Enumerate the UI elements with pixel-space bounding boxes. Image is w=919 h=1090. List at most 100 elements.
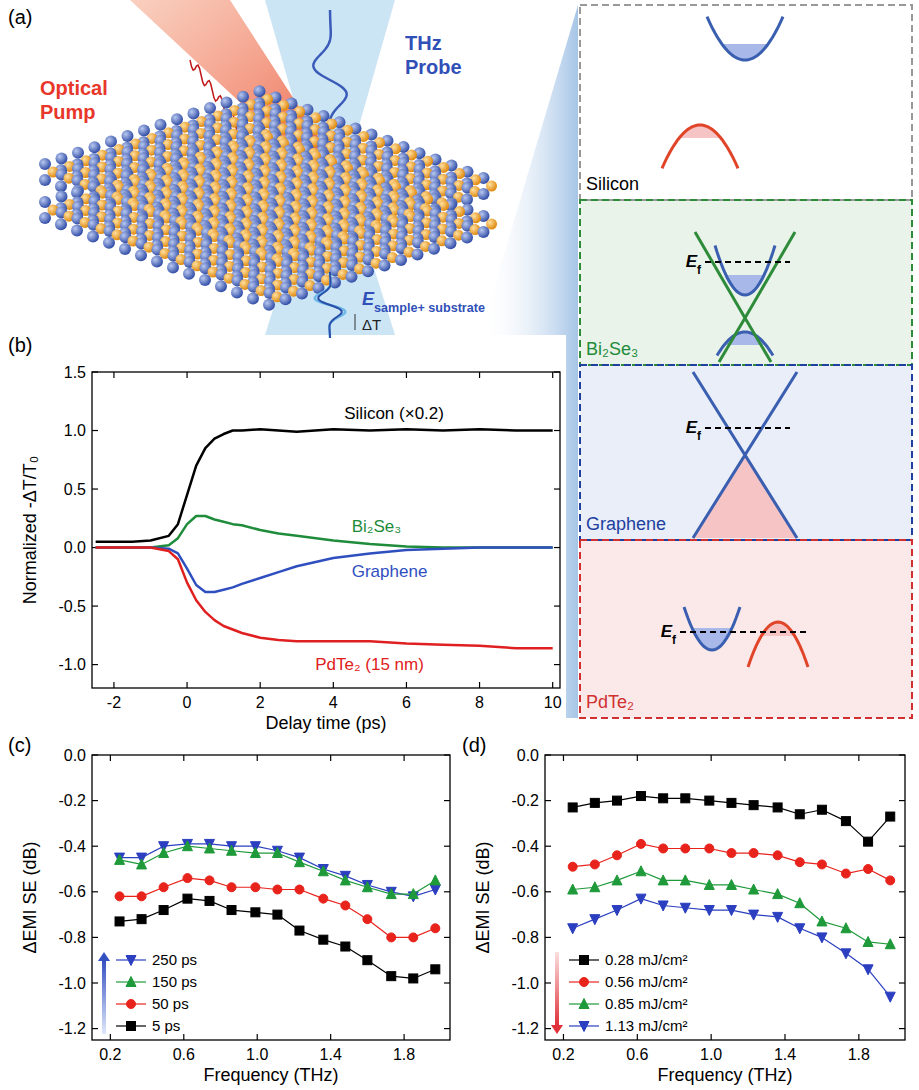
x-tick [404, 1034, 405, 1040]
marker [159, 906, 168, 915]
marker [294, 857, 304, 867]
marker [137, 859, 147, 869]
marker [205, 896, 214, 905]
marker [705, 796, 714, 805]
surface-state [695, 232, 795, 362]
y-tick-label: -1.0 [58, 656, 86, 673]
y-tick [92, 1028, 98, 1029]
marker [841, 817, 850, 826]
x-tick-label: -2 [107, 694, 121, 711]
y-tick-label: -1.2 [58, 1020, 86, 1037]
label-main: E [661, 622, 673, 641]
atom [55, 180, 67, 192]
x-tick [563, 755, 564, 761]
atom [461, 194, 473, 206]
y-tick [92, 664, 98, 665]
marker [773, 912, 783, 922]
y-tick-label: -0.5 [58, 598, 86, 615]
plot-bg [92, 755, 450, 1040]
x-tick [257, 755, 258, 761]
marker [773, 851, 782, 860]
marker [409, 933, 418, 942]
marker [590, 882, 600, 892]
atom [151, 255, 163, 267]
atom [39, 212, 51, 224]
x-axis-title: Frequency (THz) [657, 1065, 792, 1085]
plot-bg [92, 372, 560, 688]
series-line [120, 846, 436, 894]
marker [387, 972, 396, 981]
marker [127, 1022, 136, 1031]
marker [817, 805, 826, 814]
x-tick [552, 682, 553, 688]
series-label: Graphene [352, 562, 428, 581]
legend-label: 250 ps [152, 951, 197, 968]
dirac-cone [693, 372, 797, 538]
marker [159, 883, 168, 892]
band-section [580, 365, 912, 540]
atom [231, 286, 243, 298]
marker [590, 798, 599, 807]
fermi-level [680, 631, 810, 633]
marker [568, 803, 577, 812]
marker [704, 879, 714, 889]
marker [864, 865, 873, 874]
y-tick [899, 800, 905, 801]
marker [659, 794, 668, 803]
delta-bracket [355, 314, 356, 330]
marker [704, 906, 714, 916]
y-tick-label: 0.0 [64, 539, 86, 556]
atom [55, 218, 67, 230]
y-tick [545, 937, 551, 938]
pump-beam [130, 0, 345, 178]
plot-frame [545, 755, 905, 1040]
atom [478, 226, 490, 238]
marker [817, 860, 826, 869]
plot-data [115, 839, 441, 983]
x-tick [330, 755, 331, 761]
series-line [120, 878, 436, 937]
x-tick-label: 1.8 [848, 1046, 870, 1063]
fermi-level [705, 261, 790, 263]
x-tick [711, 755, 712, 761]
marker [295, 926, 304, 935]
x-tick [110, 1034, 111, 1040]
marker [341, 942, 350, 951]
plot-frame [92, 755, 450, 1040]
x-tick [333, 682, 334, 688]
marker [227, 883, 236, 892]
y-tick [545, 891, 551, 892]
marker [295, 885, 304, 894]
x-tick [784, 1034, 785, 1040]
pump-label: OpticalPump [40, 77, 108, 123]
marker [227, 845, 237, 855]
x-tick [260, 372, 261, 378]
legend-label: 1.13 mJ/cm² [605, 1017, 688, 1034]
y-tick [92, 891, 98, 892]
marker [841, 869, 850, 878]
valence-band [748, 622, 808, 667]
marker [431, 965, 440, 974]
marker [251, 908, 260, 917]
x-tick-label: 8 [475, 694, 484, 711]
y-tick [545, 846, 551, 847]
delta-label: ΔT [362, 316, 381, 333]
x-tick-label: 2 [256, 694, 265, 711]
series-line [573, 871, 891, 944]
x-tick [784, 755, 785, 761]
marker [612, 875, 622, 885]
y-tick-label: 0.5 [64, 481, 86, 498]
x-tick [257, 1034, 258, 1040]
marker [705, 844, 714, 853]
marker [204, 843, 214, 853]
marker [115, 854, 125, 864]
y-tick [554, 430, 560, 431]
marker [127, 1000, 136, 1009]
y-tick-label: -0.8 [58, 929, 86, 946]
marker [115, 892, 124, 901]
marker [408, 889, 418, 899]
label-line: THz [405, 32, 442, 54]
y-tick-label: 1.0 [64, 422, 86, 439]
x-tick [183, 1034, 184, 1040]
x-tick [330, 1034, 331, 1040]
